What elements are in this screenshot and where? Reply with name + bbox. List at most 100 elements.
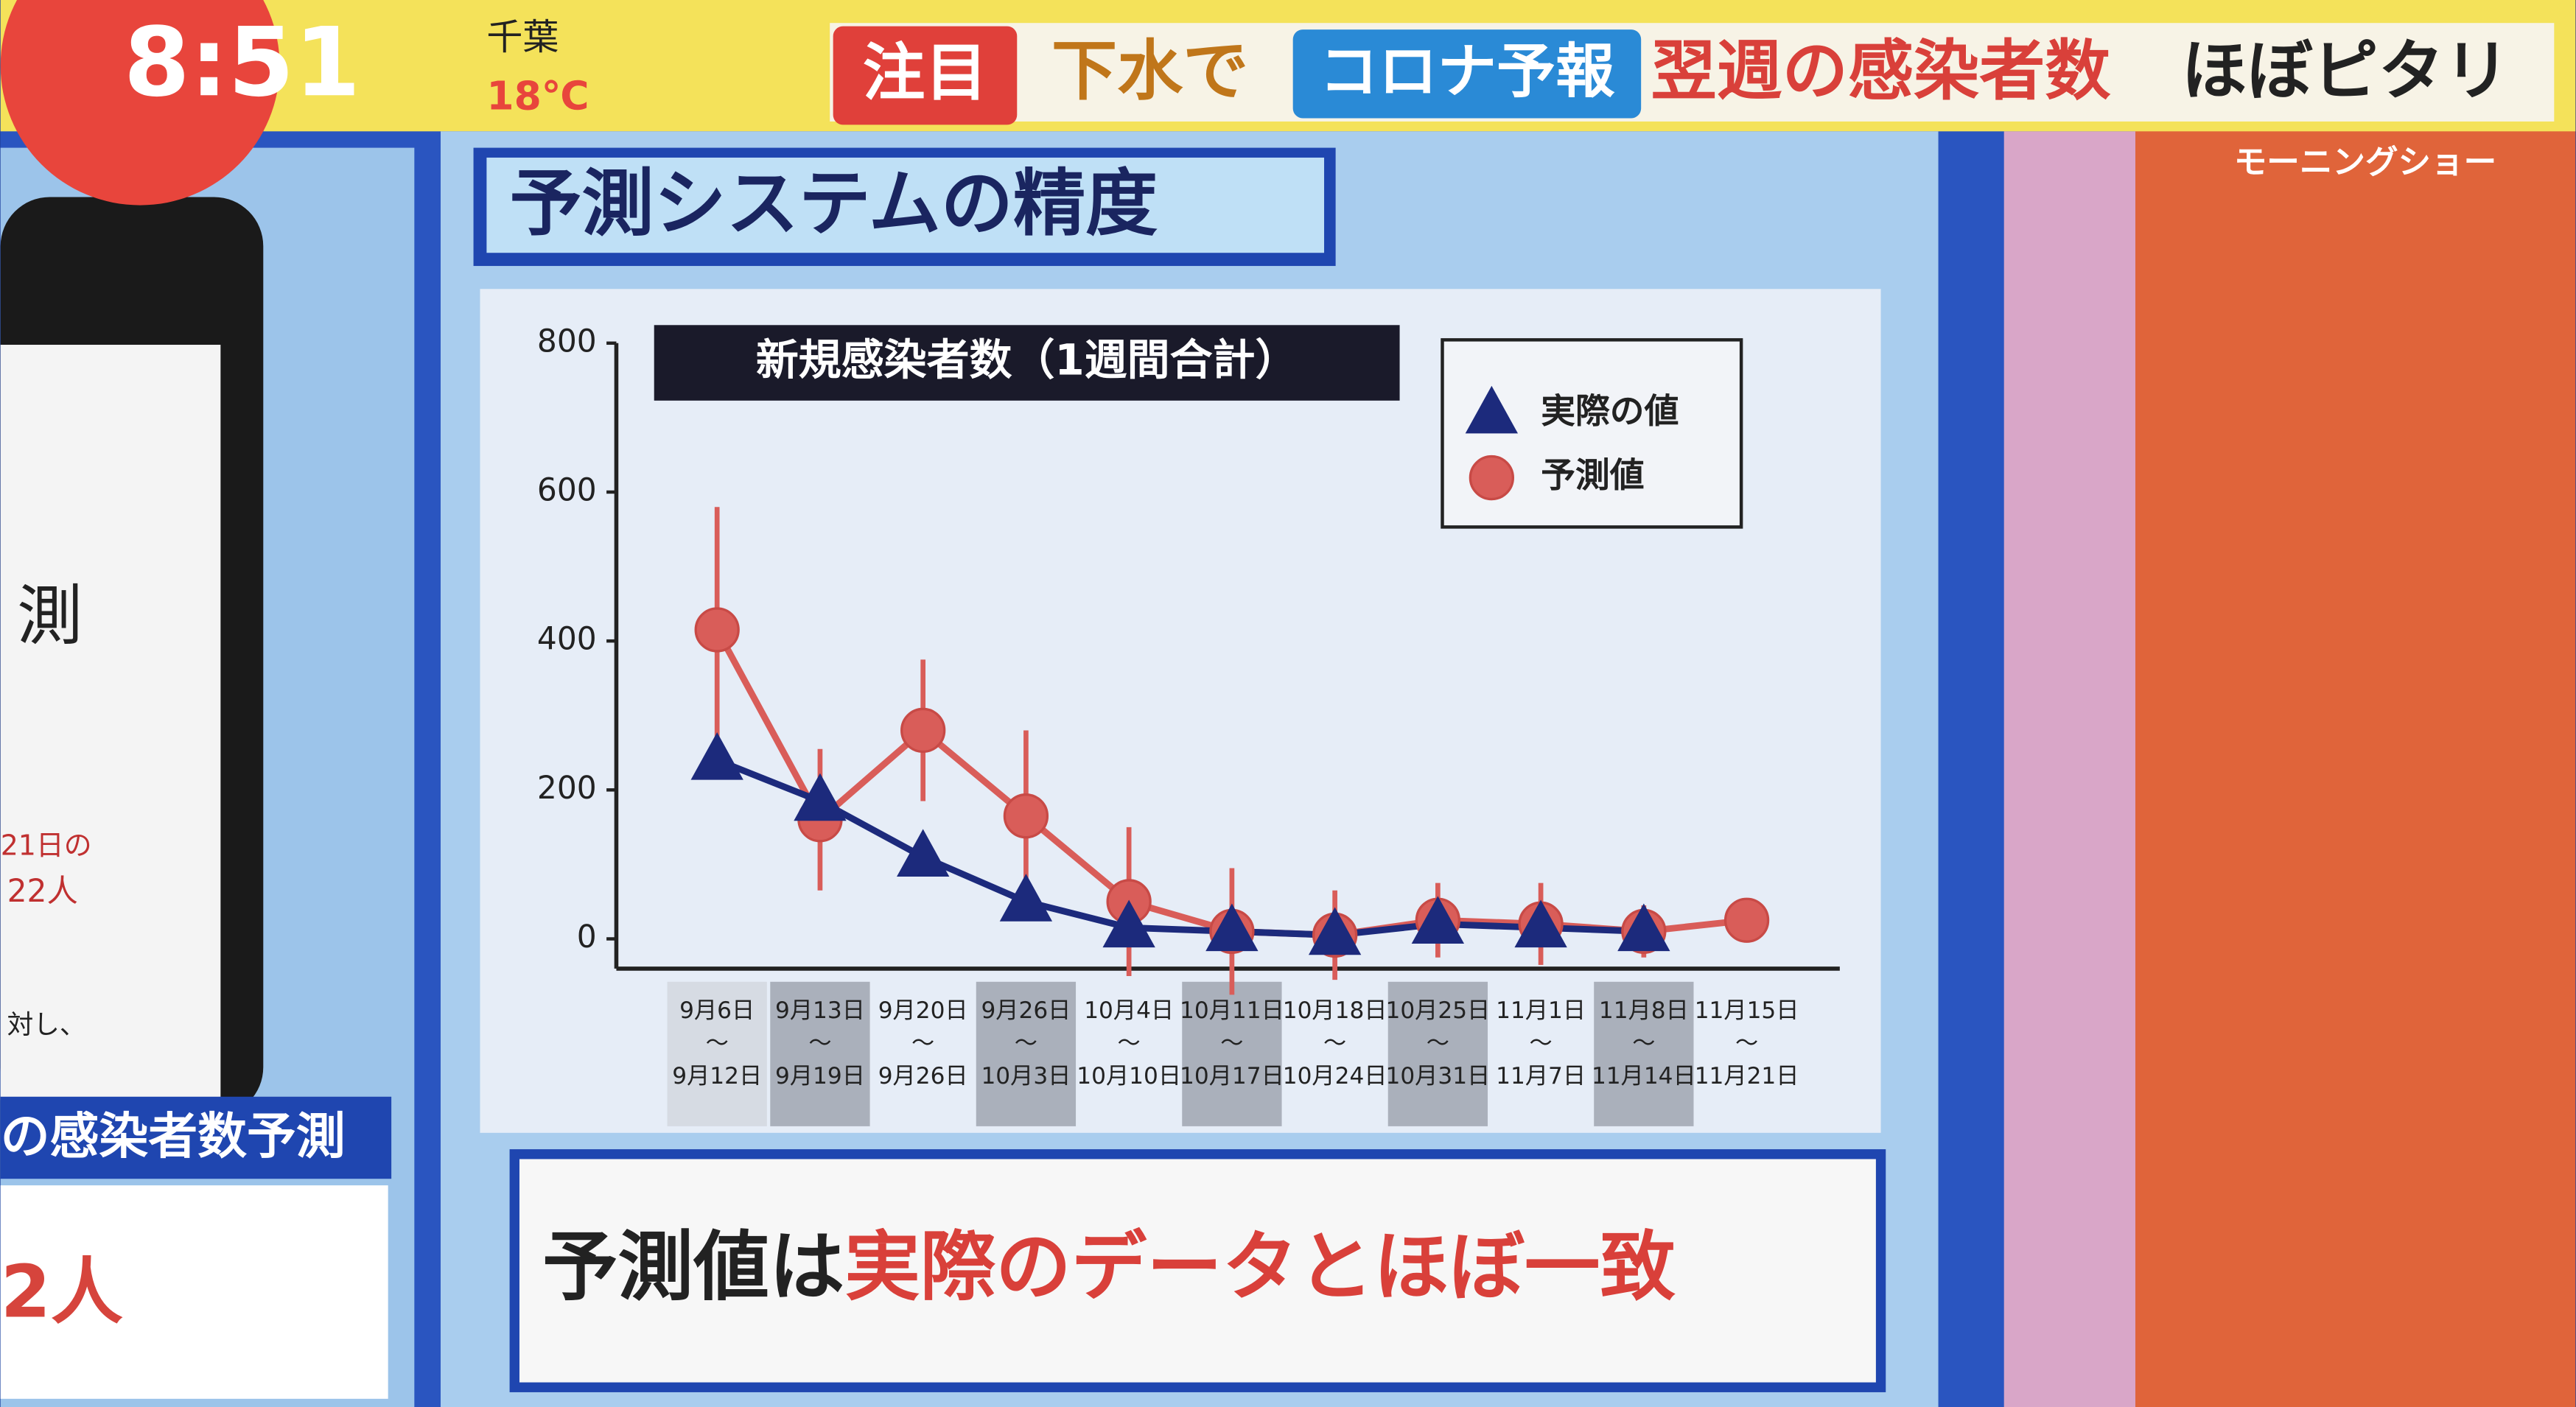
x-tick-label: 11月1日〜 11月7日: [1496, 997, 1586, 1090]
x-tick-part: 9月13日: [775, 997, 865, 1024]
x-tick-part: 10月25日: [1385, 997, 1490, 1024]
marker-circle: [1469, 455, 1515, 501]
marker-circle: [694, 607, 740, 653]
x-tick-label: 11月8日〜 11月14日: [1592, 997, 1696, 1090]
marker-triangle: [1102, 899, 1155, 948]
side-char: 測: [17, 578, 83, 655]
x-tick-part: 10月4日: [1084, 997, 1174, 1024]
x-tick-part: 9月19日: [775, 1063, 865, 1090]
x-label-shade: [1387, 981, 1488, 1126]
x-label-shade: [976, 981, 1077, 1126]
headline-box: [1292, 29, 1642, 119]
headline: 翌週の感染者数: [1651, 33, 2112, 110]
x-tick-part: 9月12日: [672, 1063, 762, 1090]
x-tick-part: 〜: [706, 1030, 729, 1056]
marker-triangle: [1308, 907, 1362, 955]
x-tick-part: 11月14日: [1592, 1063, 1696, 1090]
marker-triangle: [1465, 385, 1519, 434]
phone-screen: [0, 345, 221, 1101]
caption-part: 実際のデータとほぼ一致: [844, 1224, 1676, 1312]
marker-circle: [1723, 897, 1770, 943]
tag: 注目: [863, 36, 987, 109]
side-value-box: [0, 1185, 388, 1399]
x-tick-part: 〜: [1632, 1030, 1655, 1056]
y-tick-label: 800: [537, 323, 597, 359]
x-label-shade: [667, 981, 767, 1126]
side-note: 21日の: [1, 829, 92, 862]
x-tick-label: 10月4日〜 10月10日: [1077, 997, 1181, 1090]
x-tick-label: 10月18日〜 10月24日: [1283, 997, 1387, 1090]
x-tick-part: 11月8日: [1599, 997, 1689, 1024]
x-tick-part: 10月18日: [1283, 997, 1387, 1024]
x-tick-label: 9月6日〜 9月12日: [672, 997, 762, 1090]
x-tick-label: 10月11日〜 10月17日: [1180, 997, 1284, 1090]
x-tick-part: 10月31日: [1385, 1063, 1490, 1090]
marker-triangle: [999, 874, 1053, 922]
x-tick-part: 9月26日: [981, 997, 1071, 1024]
x-tick-label: 9月26日〜 10月3日: [981, 997, 1071, 1090]
marker-circle: [1003, 793, 1049, 839]
x-tick-part: 10月3日: [981, 1063, 1071, 1090]
marker-triangle: [1205, 903, 1259, 952]
chart-title: 新規感染者数（1週間合計）: [756, 335, 1298, 385]
headline-bar: [830, 23, 2555, 122]
side-label: の感染者数予測: [1, 1107, 346, 1165]
x-tick-label: 11月15日〜 11月21日: [1695, 997, 1799, 1090]
marker-triangle: [1411, 896, 1465, 944]
marker-triangle: [1617, 903, 1670, 952]
caption: 予測値は実際のデータとほぼ一致: [542, 1224, 1676, 1312]
x-tick-part: 〜: [808, 1030, 831, 1056]
temperature: 18℃: [486, 72, 589, 119]
clock: 8:51: [124, 7, 360, 118]
side-label-box: [0, 1096, 392, 1179]
x-tick-part: 〜: [1220, 1030, 1243, 1056]
x-label-shade: [1182, 981, 1282, 1126]
y-tick-label: 600: [537, 471, 597, 508]
place: 千葉: [486, 15, 559, 58]
side-note: 対し、: [7, 1010, 86, 1040]
marker-circle: [900, 707, 946, 754]
tag-box: [833, 26, 1018, 125]
x-tick-part: 9月26日: [878, 1063, 968, 1090]
y-tick-label: 400: [537, 621, 597, 657]
x-tick-part: 10月10日: [1077, 1063, 1181, 1090]
pink-strip: [2003, 131, 2136, 1407]
y-tick-label: 200: [537, 770, 597, 806]
headline: 下水で: [1051, 33, 1248, 110]
x-tick-part: 〜: [1015, 1030, 1037, 1056]
x-tick-part: 〜: [911, 1030, 934, 1056]
x-tick-label: 10月25日〜 10月31日: [1385, 997, 1490, 1090]
x-tick-part: 11月1日: [1496, 997, 1586, 1024]
x-tick-part: 11月7日: [1496, 1063, 1586, 1090]
x-label-shade: [770, 981, 870, 1126]
x-tick-part: 〜: [1118, 1030, 1141, 1056]
legend-label: 実際の値: [1541, 392, 1679, 432]
x-tick-part: 〜: [1323, 1030, 1346, 1056]
logo: モーニングショー: [2234, 143, 2497, 181]
headline: ほぼピタリ: [2181, 33, 2510, 110]
panel-title-inner: [486, 157, 1325, 253]
x-tick-part: 〜: [1427, 1030, 1449, 1056]
marker-triangle: [690, 732, 743, 780]
side-note: 22人: [7, 873, 78, 909]
x-tick-part: 〜: [1530, 1030, 1553, 1056]
headline: コロナ予報: [1319, 37, 1615, 105]
x-tick-part: 10月17日: [1180, 1063, 1284, 1090]
x-tick-label: 9月13日〜 9月19日: [775, 997, 865, 1090]
x-tick-part: 9月6日: [679, 997, 755, 1024]
side-value: 2人: [1, 1251, 123, 1335]
right-decoration: [2135, 0, 2576, 1407]
marker-triangle: [1514, 899, 1567, 948]
series-line: [715, 757, 1645, 938]
x-tick-part: 11月15日: [1695, 997, 1799, 1024]
x-tick-part: 10月24日: [1283, 1063, 1387, 1090]
chart-title-box: [654, 325, 1400, 401]
x-tick-part: 9月20日: [878, 997, 968, 1024]
legend-label: 予測値: [1541, 456, 1644, 496]
marker-triangle: [897, 829, 950, 877]
x-label-shade: [1594, 981, 1694, 1126]
caption-part: 予測値は: [542, 1224, 844, 1312]
